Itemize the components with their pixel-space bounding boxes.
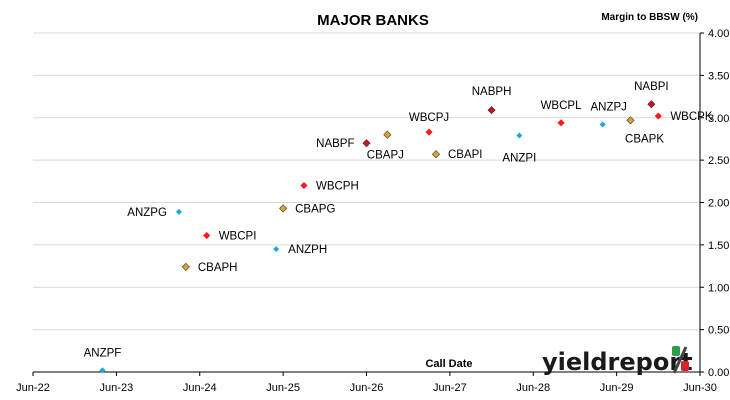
- y-tick-label: 1.00: [708, 282, 729, 294]
- point-nabpf: [362, 139, 371, 148]
- point-label-anzpi: ANZPI: [502, 153, 536, 165]
- point-wbcpk: [654, 112, 662, 120]
- point-anzpf: [99, 367, 106, 374]
- point-cbaph: [181, 262, 190, 271]
- point-anzpg: [175, 208, 182, 215]
- point-label-wbcph: WBCPH: [316, 181, 359, 193]
- y-tick-label: 1.50: [708, 240, 729, 252]
- x-tick-label: Jun-29: [600, 382, 634, 394]
- point-anzph: [273, 246, 280, 253]
- point-label-nabpi: NABPI: [634, 81, 669, 93]
- x-tick-label: Jun-24: [183, 382, 217, 394]
- point-label-wbcpl: WBCPL: [541, 100, 583, 112]
- point-wbcpi: [203, 231, 211, 240]
- point-cbapk: [626, 116, 635, 125]
- x-tick-label: Jun-23: [100, 382, 134, 394]
- point-nabpi: [647, 100, 656, 109]
- x-tick-label: Jun-22: [16, 382, 50, 394]
- logo-text: yieldreport: [542, 348, 693, 376]
- point-label-cbaph: CBAPH: [198, 262, 238, 274]
- point-label-cbapg: CBAPG: [295, 203, 335, 215]
- point-label-anzph: ANZPH: [288, 244, 327, 256]
- point-anzpj: [599, 121, 606, 128]
- point-label-cbapj: CBAPJ: [367, 150, 404, 162]
- x-axis-label: Call Date: [425, 358, 472, 370]
- point-anzpi: [516, 132, 523, 139]
- gridlines: [33, 32, 700, 331]
- y-tick-label: 4.00: [708, 28, 729, 40]
- point-label-wbcpj: WBCPJ: [409, 112, 449, 124]
- point-label-nabpf: NABPF: [316, 138, 354, 150]
- data-points: ANZPF CBAPH WBCPI ANZPG ANZPH CBAPG WBCPH NABPF…: [84, 81, 713, 374]
- y-tick-label: 3.50: [708, 70, 729, 82]
- point-cbapg: [279, 204, 288, 213]
- point-nabph: [487, 106, 496, 115]
- point-label-cbapi: CBAPI: [448, 149, 483, 161]
- x-tick-labels: Jun-22 Jun-23 Jun-24 Jun-25 Jun-26 Jun-27 Jun-…: [16, 372, 717, 394]
- x-tick-label: Jun-25: [266, 382, 300, 394]
- y-tick-label: 3.00: [708, 113, 729, 125]
- point-label-nabph: NABPH: [472, 86, 512, 98]
- x-tick-label: Jun-28: [516, 382, 550, 394]
- y-tick-label: 2.50: [708, 155, 729, 167]
- percent-logo-icon: [672, 346, 689, 374]
- point-label-cbapk: CBAPK: [625, 133, 664, 145]
- x-tick-label: Jun-30: [683, 382, 717, 394]
- chart-title: MAJOR BANKS: [317, 12, 429, 29]
- point-cbapj: [383, 130, 392, 139]
- x-tick-label: Jun-26: [350, 382, 384, 394]
- point-label-anzpj: ANZPJ: [591, 102, 627, 114]
- y-tick-label: 0.50: [708, 325, 729, 337]
- yieldreport-logo: yieldreport: [542, 346, 693, 376]
- y-tick-labels: 0.00 0.50 1.00 1.50 2.00 2.50 3.00 3.50 4.00: [700, 28, 729, 379]
- point-wbcph: [300, 181, 308, 190]
- y-axis-label: Margin to BBSW (%): [601, 12, 698, 23]
- point-label-anzpg: ANZPG: [127, 207, 167, 219]
- point-wbcpj: [425, 128, 433, 136]
- point-label-wbcpk: WBCPK: [670, 111, 713, 123]
- x-tick-label: Jun-27: [433, 382, 467, 394]
- point-label-anzpf: ANZPF: [84, 347, 122, 359]
- point-label-wbcpi: WBCPI: [219, 231, 257, 243]
- point-wbcpl: [557, 119, 565, 127]
- y-tick-label: 0.00: [708, 367, 729, 379]
- y-tick-label: 2.00: [708, 198, 729, 210]
- point-cbapi: [431, 150, 441, 159]
